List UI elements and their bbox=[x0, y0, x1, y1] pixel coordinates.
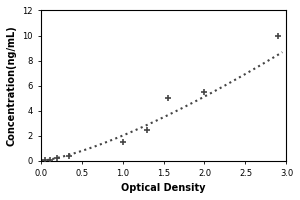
Y-axis label: Concentration(ng/mL): Concentration(ng/mL) bbox=[7, 25, 17, 146]
X-axis label: Optical Density: Optical Density bbox=[121, 183, 206, 193]
